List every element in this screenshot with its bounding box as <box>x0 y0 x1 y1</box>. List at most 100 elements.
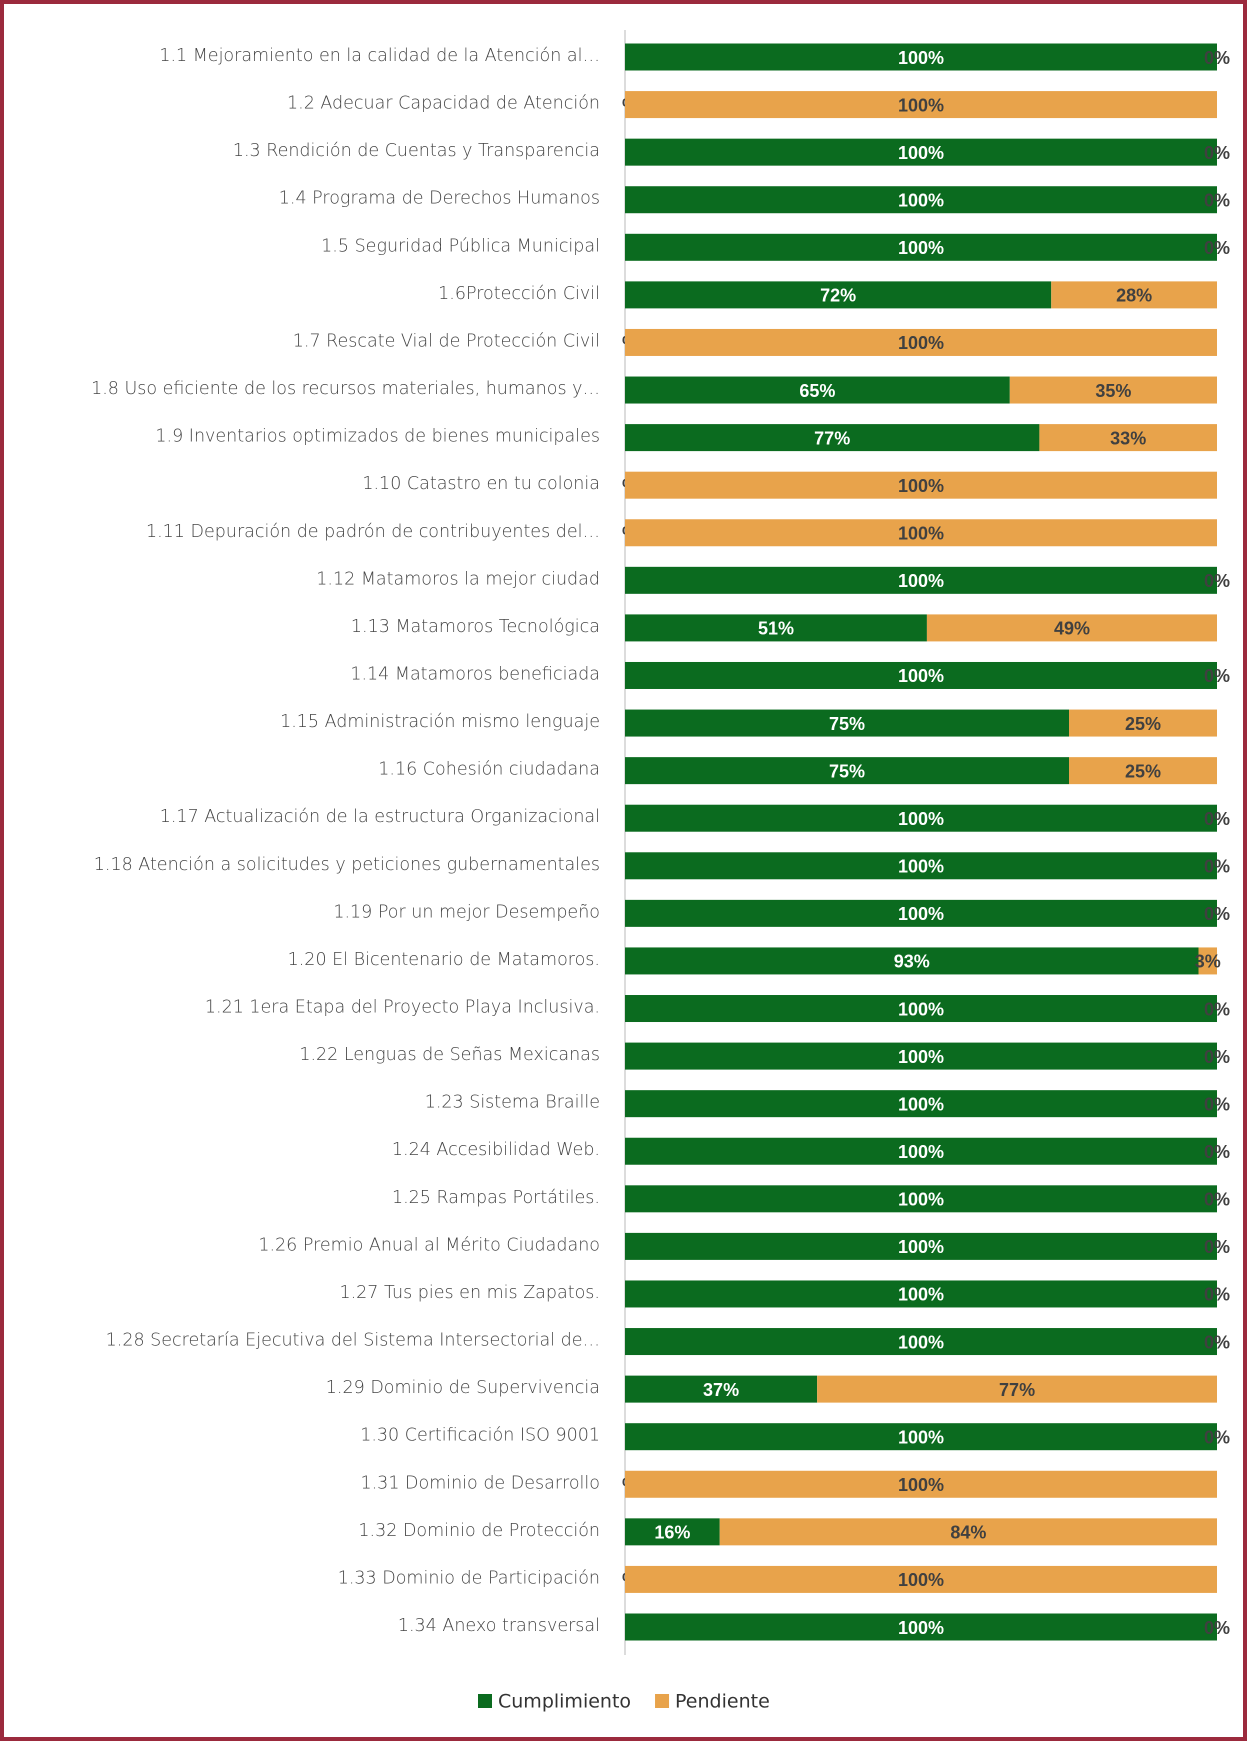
bar-segment <box>625 376 1010 404</box>
legend-swatch <box>655 1694 670 1708</box>
value-label: 16% <box>654 1523 690 1543</box>
value-label: 0% <box>1204 1285 1230 1305</box>
category-label: 1.10 Catastro en tu colonia <box>362 474 600 494</box>
category-label: 1.26 Premio Anual al Mérito Ciudadano <box>258 1235 600 1255</box>
value-label: 100% <box>898 1427 944 1447</box>
bar-segment <box>625 1042 1217 1070</box>
bar-segment <box>625 1423 1217 1451</box>
value-label: 100% <box>898 190 944 210</box>
value-label: 100% <box>898 1094 944 1114</box>
value-label: 0% <box>1204 1332 1230 1352</box>
bar-segment <box>625 709 1069 737</box>
category-label: 1.19 Por un mejor Desempeño <box>333 902 600 922</box>
category-label: 1.22 Lenguas de Señas Mexicanas <box>299 1045 600 1065</box>
value-label: 0% <box>1204 857 1230 877</box>
value-label: 65% <box>799 381 835 401</box>
category-label: 1.27 Tus pies en mis Zapatos. <box>339 1283 600 1303</box>
bar-segment <box>625 661 1217 689</box>
bar-segment <box>625 1518 720 1546</box>
bar-segment <box>625 995 1217 1023</box>
bar-segment <box>1051 281 1217 309</box>
category-label: 1.21 1era Etapa del Proyecto Playa Inclu… <box>205 998 600 1018</box>
category-label: 1.1 Mejoramiento en la calidad de la Ate… <box>159 46 600 66</box>
value-label: 0% <box>1204 1190 1230 1210</box>
value-label: 77% <box>814 428 850 448</box>
value-label: 75% <box>829 761 865 781</box>
bar-segment <box>1069 757 1217 785</box>
bar-segment <box>625 186 1217 214</box>
bar-segment <box>625 519 1217 547</box>
value-label: 100% <box>898 999 944 1019</box>
value-label: 0% <box>1204 999 1230 1019</box>
category-label: 1.9 Inventarios optimizados de bienes mu… <box>155 427 600 447</box>
category-label: 1.2 Adecuar Capacidad de Atención <box>287 94 600 114</box>
bar-segment <box>625 1185 1217 1213</box>
bar-segment <box>625 852 1217 880</box>
value-label: 100% <box>898 476 944 496</box>
value-label: 77% <box>999 1380 1035 1400</box>
bar-segment <box>625 424 1040 452</box>
value-label: 75% <box>829 714 865 734</box>
value-label: 51% <box>758 619 794 639</box>
category-label: 1.34 Anexo transversal <box>398 1616 600 1636</box>
value-label: 0% <box>1204 571 1230 591</box>
value-label: 35% <box>1095 381 1131 401</box>
category-label: 1.32 Dominio de Protección <box>358 1521 600 1541</box>
bar-segment <box>625 1232 1217 1260</box>
value-label: 100% <box>898 857 944 877</box>
value-label: 0% <box>1204 1047 1230 1067</box>
value-label: 37% <box>703 1380 739 1400</box>
category-label: 1.14 Matamoros beneficiada <box>350 664 600 684</box>
bar-segment <box>625 566 1217 594</box>
bar-segment <box>1198 947 1217 975</box>
bar-segment <box>625 1280 1217 1308</box>
legend-label: Cumplimiento <box>498 1691 631 1713</box>
value-label: 0% <box>1204 190 1230 210</box>
category-label: 1.6Protección Civil <box>438 284 600 304</box>
value-label: 100% <box>898 95 944 115</box>
value-label: 100% <box>898 48 944 68</box>
category-label: 1.11 Depuración de padrón de contribuyen… <box>146 522 600 542</box>
value-label: 100% <box>898 1190 944 1210</box>
plot-area: 100% 0% 0% 100% 100% 0% 100% 0% 100% 0% 72% 28% 0% 10… <box>622 43 1230 1641</box>
bar-segment <box>625 804 1217 832</box>
value-label: 0% <box>1204 143 1230 163</box>
bar-segment <box>625 281 1052 309</box>
value-label: 100% <box>898 1618 944 1638</box>
category-label: 1.31 Dominio de Desarrollo <box>360 1473 600 1493</box>
value-label: 33% <box>1110 428 1146 448</box>
value-label: 100% <box>898 904 944 924</box>
bar-segment <box>625 1090 1217 1118</box>
bar-segment <box>625 757 1069 785</box>
category-label: 1.17 Actualización de la estructura Orga… <box>160 807 600 827</box>
value-label: 49% <box>1054 619 1090 639</box>
bar-segment <box>625 233 1217 261</box>
bar-segment <box>926 614 1217 642</box>
value-label: 3% <box>1195 952 1221 972</box>
bar-segment <box>625 947 1199 975</box>
value-label: 100% <box>898 1237 944 1257</box>
value-label: 0% <box>1204 1094 1230 1114</box>
value-label: 100% <box>898 809 944 829</box>
bar-segment <box>1039 424 1217 452</box>
bar-segment <box>625 1565 1217 1593</box>
value-label: 0% <box>1204 1142 1230 1162</box>
value-label: 93% <box>894 952 930 972</box>
bar-segment <box>719 1518 1217 1546</box>
category-label: 1.25 Rampas Portátiles. <box>392 1188 600 1208</box>
bar-segment <box>625 1137 1217 1165</box>
bar-segment <box>817 1375 1217 1403</box>
value-label: 0% <box>1204 238 1230 258</box>
category-label: 1.7 Rescate Vial de Protección Civil <box>293 331 600 351</box>
value-label: 100% <box>898 666 944 686</box>
value-label: 25% <box>1125 761 1161 781</box>
legend-label: Pendiente <box>675 1691 770 1713</box>
bar-segment <box>1009 376 1217 404</box>
category-label: 1.23 Sistema Braille <box>425 1093 600 1113</box>
category-label: 1.24 Accesibilidad Web. <box>392 1140 600 1160</box>
bar-segment <box>625 614 927 642</box>
category-label: 1.3 Rendición de Cuentas y Transparencia <box>233 141 600 161</box>
category-label: 1.18 Atención a solicitudes y peticiones… <box>94 855 600 875</box>
bar-segment <box>625 1613 1217 1641</box>
